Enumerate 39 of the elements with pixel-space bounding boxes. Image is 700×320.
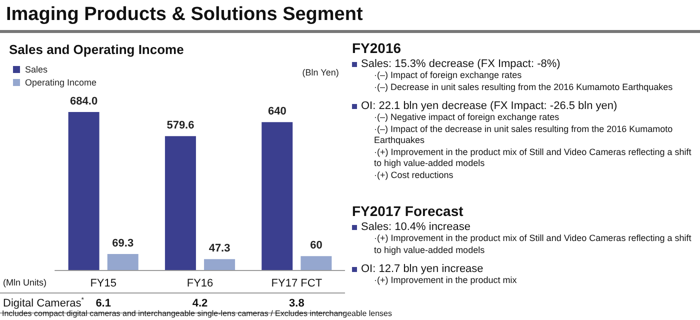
x-tick-label: FY15 bbox=[90, 278, 116, 290]
text: ·(–) Decrease in unit sales resulting from the 2016 Kumamoto Earthquakes bbox=[373, 82, 674, 93]
text: ·(+) Improvement in the product mix of Still and Video Cameras reflecting a shift to high value-added models bbox=[373, 146, 692, 170]
bar bbox=[68, 112, 100, 270]
text: FY2016 bbox=[352, 40, 402, 56]
chart-title: Imaging Products & Solutions Segment bbox=[6, 4, 363, 26]
text: ·(+) Improvement in the product mix bbox=[373, 275, 518, 286]
bar bbox=[164, 136, 196, 270]
text: (Mln Units) bbox=[3, 278, 47, 288]
data-label: 60 bbox=[310, 240, 322, 252]
data-label: 47.3 bbox=[208, 242, 230, 255]
text: 4.2 bbox=[192, 298, 208, 310]
text: ·(+) Cost reductions bbox=[373, 170, 454, 181]
text: OI: 12.7 bln yen increase bbox=[361, 263, 484, 275]
legend-label: Sales bbox=[25, 64, 48, 74]
text: Sales: 10.4% increase bbox=[361, 221, 470, 233]
text: ·(+) Improvement in the product mix of Still and Video Cameras reflecting a shift to high value-added models bbox=[373, 233, 692, 256]
data-label: 640 bbox=[268, 106, 286, 118]
text: 3.8 bbox=[289, 298, 304, 310]
x-tick-label: FY16 bbox=[186, 278, 214, 290]
bar bbox=[300, 256, 332, 270]
text: FY2017 Forecast bbox=[352, 203, 464, 219]
data-label: 684.0 bbox=[70, 96, 98, 108]
data-label: 69.3 bbox=[112, 237, 134, 250]
bar bbox=[262, 122, 293, 270]
text: Sales: 15.3% decrease (FX Impact: -8%) bbox=[361, 58, 560, 70]
text: ·(–) Impact of foreign exchange rates bbox=[373, 70, 523, 82]
data-label: 579.6 bbox=[166, 120, 194, 132]
bar bbox=[107, 254, 138, 270]
x-tick-label: FY17 FCT bbox=[271, 278, 322, 290]
text: OI: 22.1 bln yen decrease (FX Impact: -26.5 bln yen) bbox=[361, 100, 618, 112]
text: 6.1 bbox=[96, 298, 111, 310]
text: ·(–) Impact of the decrease in unit sales resulting from the 2016 Kumamoto Earthquakes bbox=[373, 124, 674, 146]
legend-label: Operating Income bbox=[25, 78, 97, 88]
y-axis-title: (Bln Yen) bbox=[302, 68, 339, 78]
bar bbox=[204, 259, 236, 270]
chart-subtitle: Sales and Operating Income bbox=[9, 42, 184, 57]
text: ·(–) Negative impact of foreign exchange rates bbox=[373, 112, 560, 124]
text: Includes compact digital cameras and interchangeable single-lens cameras / Excludes interchangeable lenses bbox=[2, 309, 392, 318]
